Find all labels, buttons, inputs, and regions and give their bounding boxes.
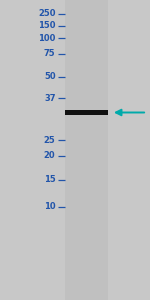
Text: 50: 50 [44,72,56,81]
Text: 100: 100 [38,34,56,43]
Text: 75: 75 [44,50,56,58]
Text: 250: 250 [38,9,56,18]
Text: 15: 15 [44,176,56,184]
Text: 10: 10 [44,202,56,211]
Bar [64,0,108,300]
Bar [64,110,108,115]
Text: 20: 20 [44,152,56,160]
Text: 37: 37 [44,94,56,103]
Text: 25: 25 [44,136,56,145]
Text: 150: 150 [38,21,56,30]
